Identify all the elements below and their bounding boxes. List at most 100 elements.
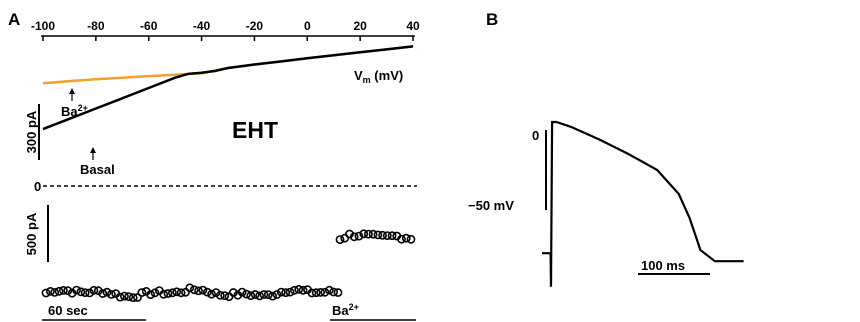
time-course-point <box>98 289 108 298</box>
time-course-point <box>124 292 134 301</box>
basal-arrow-head <box>90 147 96 153</box>
annotation-ba: Ba2+ <box>61 103 88 119</box>
x-axis-tick-labels: -100 -80 -60 -40 -20 0 20 40 <box>31 19 420 33</box>
time-course-point <box>263 290 273 299</box>
time-course-point <box>276 287 286 297</box>
time-course-point <box>46 286 55 296</box>
series-line-basal <box>42 45 414 131</box>
time-course-point <box>185 283 195 293</box>
time-course-point <box>349 232 359 242</box>
action-potential-plot: 0 −50 mV 100 ms <box>468 120 744 287</box>
time-course-point <box>281 288 291 297</box>
panel-a-label: A <box>8 10 20 29</box>
voltage-scale-bar-label: −50 mV <box>468 198 514 213</box>
time-course-point <box>228 288 238 297</box>
time-course-point <box>120 291 129 301</box>
x-axis-label: Vm (mV) <box>354 68 403 85</box>
ba-application-label: Ba2+ <box>332 302 359 318</box>
time-course-point <box>172 287 182 297</box>
time-course-scale-bar-label: 500 pA <box>24 212 39 255</box>
voltage-zero-label: 0 <box>532 128 539 143</box>
time-course-point <box>128 293 138 303</box>
time-course-point <box>163 289 173 298</box>
time-course-point <box>324 285 334 295</box>
time-course-point <box>41 288 51 298</box>
time-course-point <box>202 287 212 297</box>
time-course-point <box>329 287 338 297</box>
time-course-point <box>133 293 142 302</box>
x-tick-label: 20 <box>353 19 367 33</box>
time-course-point <box>382 231 392 240</box>
time-course-point <box>107 289 116 299</box>
time-course-plot: 500 pA 60 sec Ba2+ <box>24 205 416 321</box>
time-course-point <box>181 287 190 297</box>
action-potential-trace <box>542 120 744 287</box>
time-scale-bar-label: 100 ms <box>641 258 685 273</box>
time-course-points <box>41 229 416 303</box>
time-course-point <box>311 288 321 298</box>
time-course-point <box>115 292 125 302</box>
time-course-point <box>80 288 90 297</box>
time-course-point <box>272 290 282 299</box>
time-course-point <box>207 289 216 299</box>
x-tick-label: -60 <box>140 19 158 33</box>
time-course-point <box>150 288 160 298</box>
x-tick-label: 40 <box>406 19 420 33</box>
x-tick-label: -40 <box>193 19 211 33</box>
time-course-point <box>255 291 264 301</box>
time-course-point <box>50 287 60 297</box>
time-course-point <box>167 288 177 298</box>
x-tick-label: 0 <box>304 19 311 33</box>
time-course-point <box>316 287 325 297</box>
time-course-point <box>285 287 295 297</box>
time-course-point <box>354 231 364 241</box>
time-course-point <box>298 285 308 295</box>
x-axis-ticks <box>42 36 414 41</box>
time-course-point <box>242 289 251 299</box>
time-course-point <box>294 284 304 294</box>
time-course-point <box>333 288 343 297</box>
time-course-point <box>268 291 277 301</box>
x-tick-label: -20 <box>246 19 264 33</box>
time-course-point <box>89 285 99 295</box>
zero-current-label: 0 <box>34 179 41 194</box>
time-course-point <box>85 288 94 298</box>
x-tick-label: -100 <box>31 19 55 33</box>
time-course-point <box>387 231 397 241</box>
time-course-point <box>146 290 155 299</box>
time-course-time-bar-label: 60 sec <box>48 303 88 318</box>
time-course-point <box>215 290 225 300</box>
time-course-point <box>368 229 378 239</box>
time-course-point <box>137 288 147 297</box>
x-axis-label-sub: m <box>363 75 371 85</box>
time-course-point <box>54 286 64 296</box>
time-course-point <box>397 234 406 244</box>
time-course-point <box>63 286 73 295</box>
current-scale-bar-label: 300 pA <box>24 110 39 153</box>
ba-arrow-head <box>69 88 75 94</box>
time-course-point <box>359 229 369 239</box>
time-course-point <box>378 230 387 240</box>
time-course-point <box>307 288 317 298</box>
time-course-point <box>237 287 247 297</box>
time-course-point <box>401 233 411 243</box>
time-course-point <box>289 285 299 295</box>
time-course-point <box>189 285 199 295</box>
x-axis-label-unit: (mV) <box>371 68 404 83</box>
time-course-point <box>176 288 186 298</box>
time-course-point <box>76 287 86 297</box>
time-course-point <box>246 291 256 300</box>
x-tick-label: -80 <box>87 19 105 33</box>
chart-title-eht: EHT <box>232 117 278 143</box>
time-course-point <box>335 235 345 244</box>
time-course-point <box>406 234 416 244</box>
panel-b-label: B <box>486 10 498 29</box>
time-course-point <box>320 287 330 297</box>
time-course-point <box>159 289 169 299</box>
time-course-point <box>373 230 383 240</box>
time-course-point <box>224 292 234 302</box>
time-course-point <box>72 285 81 295</box>
time-course-point <box>198 285 208 295</box>
time-course-point <box>363 229 373 239</box>
